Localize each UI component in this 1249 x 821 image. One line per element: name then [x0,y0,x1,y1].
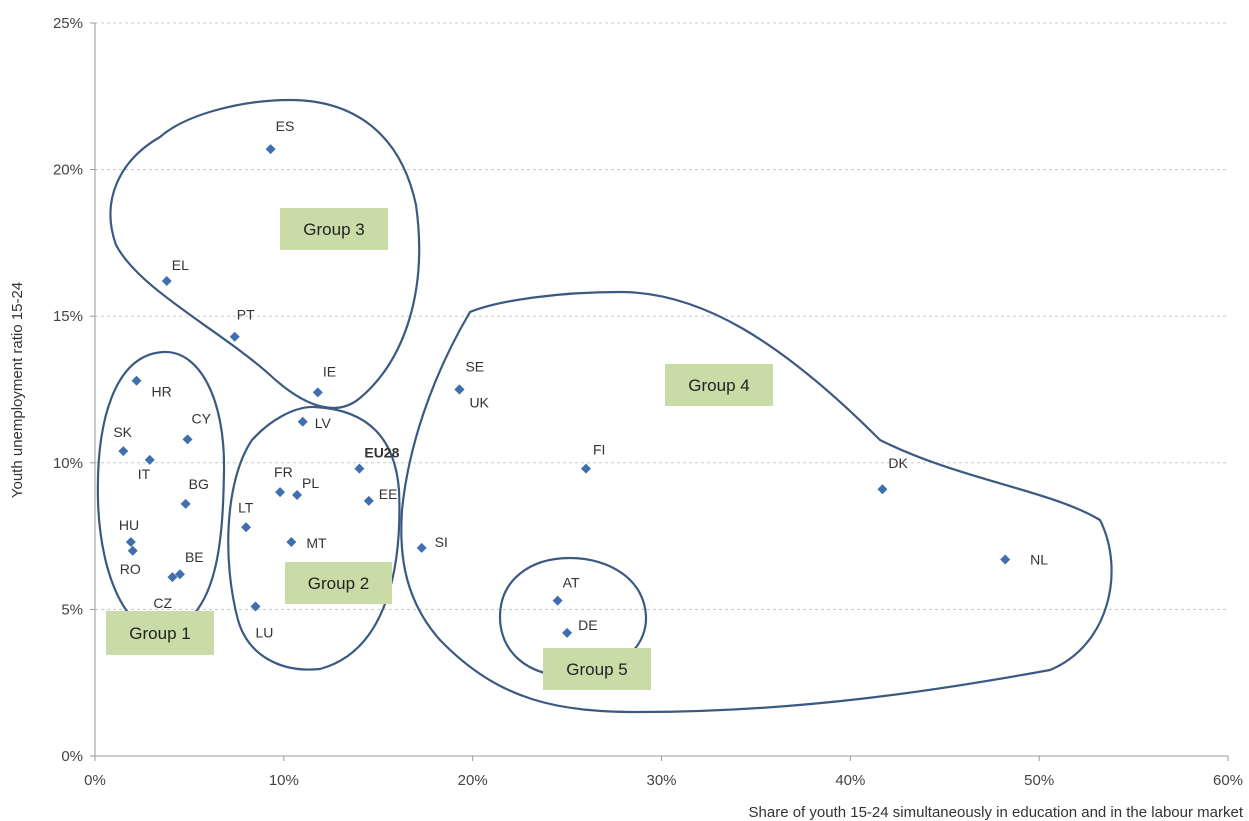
group-3-label: Group 3 [303,220,364,239]
point-label-uk: UK [469,395,489,411]
axis-titles: Share of youth 15-24 simultaneously in e… [9,282,1244,821]
point-label-nl: NL [1030,552,1048,568]
group-2-outline [227,405,401,671]
group-2-label: Group 2 [308,574,369,593]
point-label-ro: RO [120,561,141,577]
axes: 0% 5% 10% 15% 20% 25% 0% 10% 20% 30% 40% 50% 60% [53,15,1243,789]
point-bg [180,498,191,509]
point-nl [1000,554,1011,565]
point-label-it: IT [138,466,151,482]
group-1-label: Group 1 [129,624,190,643]
point-dk [877,484,888,495]
x-tick-label: 30% [646,772,676,789]
point-ee [363,495,374,506]
point-lv [297,416,308,427]
point-label-el: EL [172,257,189,273]
x-tick-label: 0% [84,772,106,789]
x-tick-label: 50% [1024,772,1054,789]
point-cz [167,572,178,583]
y-axis-title: Youth unemployment ratio 15-24 [9,282,26,498]
point-label-dk: DK [888,455,908,471]
point-si [416,542,427,553]
point-label-hr: HR [152,384,172,400]
point-lt [241,522,252,533]
y-tick-label: 20% [53,162,83,179]
x-tick-label: 40% [835,772,865,789]
point-label-bg: BG [189,476,209,492]
group-1-box [106,611,214,655]
point-label-es: ES [276,118,295,134]
point-es [265,144,276,155]
x-tick-label: 60% [1213,772,1243,789]
point-pl [292,490,303,501]
point-hr [131,375,142,386]
x-tick-label: 20% [458,772,488,789]
point-fi [580,463,591,474]
group-labels: Group 1 Group 2 Group 3 Group 4 Group 5 [106,208,773,690]
point-cy [182,434,193,445]
point-label-eu28: EU28 [364,445,399,461]
group-5-label: Group 5 [566,660,627,679]
point-at [552,595,563,606]
point-label-ie: IE [323,363,336,379]
point-label-at: AT [563,575,580,591]
point-label-lu: LU [256,624,274,640]
group-2-box [285,562,392,604]
point-sk [118,446,129,457]
group-outlines [96,98,1113,714]
point-label-sk: SK [113,424,132,440]
point-hu [125,536,136,547]
point-fr [275,487,286,498]
data-points: ES EL PT IE LV HR SK CY IT BG HU RO BE CZ EU28 FR PL EE LT… [113,118,1048,640]
point-it [144,454,155,465]
group-3-box [280,208,388,250]
group-5-box [543,648,651,690]
point-eu28 [354,463,365,474]
point-label-si: SI [435,534,448,550]
point-ro [127,545,138,556]
point-uk [454,384,465,395]
y-tick-label: 5% [61,601,83,618]
point-label-fr: FR [274,464,293,480]
point-label-lv: LV [315,415,332,431]
point-de [562,627,573,638]
group-3-outline [109,98,421,410]
point-el [161,276,172,287]
grid [95,22,1228,610]
y-tick-label: 25% [53,15,83,32]
group-4-outline [400,290,1113,714]
group-4-label: Group 4 [688,376,749,395]
point-label-cz: CZ [153,595,172,611]
point-label-mt: MT [306,535,327,551]
point-mt [286,536,297,547]
group-4-box [665,364,773,406]
point-label-lt: LT [238,499,254,515]
point-be [174,569,185,580]
x-axis-title: Share of youth 15-24 simultaneously in e… [749,804,1244,821]
point-label-fi: FI [593,442,605,458]
y-tick-label: 15% [53,308,83,325]
point-label-hu: HU [119,517,139,533]
point-label-ee: EE [379,486,398,502]
point-label-be: BE [185,549,204,565]
y-tick-label: 0% [61,748,83,765]
point-pt [229,331,240,342]
point-lu [250,601,261,612]
point-label-cy: CY [192,410,212,426]
y-tick-label: 10% [53,455,83,472]
x-tick-label: 10% [269,772,299,789]
point-label-de: DE [578,617,597,633]
point-ie [312,387,323,398]
point-label-pt: PT [237,307,255,323]
point-label-pl: PL [302,475,319,491]
point-label-se: SE [465,359,484,375]
